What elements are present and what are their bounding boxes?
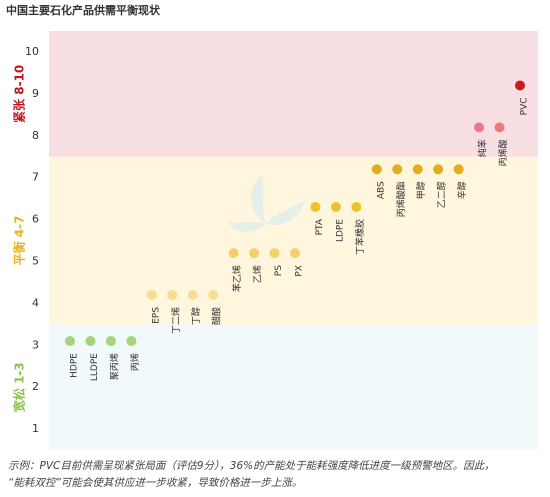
data-point — [187, 289, 198, 300]
y-tick-label: 9 — [32, 87, 39, 100]
y-axis: 1 2 3 4 5 6 7 8 9 10 — [25, 45, 39, 435]
data-point — [85, 336, 96, 347]
y-tick-label: 8 — [32, 129, 39, 142]
band-layer: 宽松 1-3 平衡 4-7 紧张 8-10 — [12, 31, 538, 450]
caption-line-1: 示例：PVC目前供需呈现紧张局面（评估9分），36%的产能处于能耗强度降低进度一… — [8, 460, 495, 472]
data-point — [474, 122, 485, 133]
point-label: HDPE — [70, 353, 80, 378]
data-point — [412, 164, 423, 175]
data-point — [515, 80, 525, 91]
data-point — [269, 248, 280, 259]
point-label: PTA — [315, 218, 325, 235]
point-labels-layer: HDPE LLDPE 聚丙烯 丙烯 EPS 丁二烯 丁醇 醋酸 苯乙烯 乙烯 PS PX PTA LDPE… — [70, 97, 530, 381]
y-tick-label: 6 — [32, 213, 39, 226]
data-point — [433, 164, 444, 175]
data-point — [494, 122, 505, 133]
watermark-logo — [228, 175, 305, 233]
data-point — [330, 201, 341, 212]
y-tick-label: 3 — [32, 338, 39, 351]
point-label: 苯乙烯 — [231, 265, 243, 292]
data-point — [105, 336, 116, 347]
band-1 — [49, 324, 538, 450]
data-point — [453, 164, 464, 175]
y-tick-label: 2 — [32, 380, 39, 393]
data-point — [65, 336, 75, 347]
point-label: LDPE — [335, 219, 345, 242]
band-3 — [49, 31, 538, 157]
y-tick-label: 4 — [32, 296, 39, 309]
point-label: 丙烯酸 — [497, 139, 509, 166]
point-label: 乙二醇 — [436, 181, 448, 208]
point-label: 纯苯 — [477, 139, 489, 157]
y-tick-label: 7 — [32, 171, 39, 184]
point-label: 丁醇 — [190, 307, 202, 325]
point-label: PS — [274, 265, 284, 276]
data-point — [208, 289, 219, 300]
point-label: PX — [295, 265, 305, 277]
point-label: EPS — [151, 307, 161, 324]
data-point — [371, 164, 382, 175]
data-point — [249, 248, 260, 259]
point-label: 乙烯 — [252, 265, 264, 283]
point-label: 醋酸 — [211, 307, 223, 325]
band-label-2: 平衡 4-7 — [12, 216, 27, 266]
point-label: 辛醇 — [456, 181, 468, 199]
band-2 — [49, 156, 538, 325]
point-label: 甲醇 — [415, 181, 427, 199]
data-point — [351, 201, 362, 212]
point-label: 丙烯酸酯 — [395, 181, 407, 217]
band-label-3: 紧张 8-10 — [12, 65, 27, 123]
caption-line-2: “能耗双控”可能会使其供应进一步收紧，导致价格进一步上涨。 — [8, 477, 303, 489]
y-tick-label: 5 — [32, 254, 39, 267]
points-layer — [65, 80, 525, 347]
point-label: ABS — [376, 181, 386, 199]
point-label: 聚丙烯 — [108, 353, 120, 380]
data-point — [167, 289, 178, 300]
point-label: 丙烯 — [129, 353, 141, 371]
band-label-1: 宽松 1-3 — [12, 362, 27, 413]
data-point — [310, 201, 321, 212]
data-point — [290, 248, 300, 259]
point-label: 丁二烯 — [170, 307, 182, 334]
data-point — [126, 336, 137, 347]
data-point — [392, 164, 403, 175]
y-tick-label: 10 — [25, 45, 39, 58]
point-label: PVC — [520, 97, 530, 115]
data-point — [228, 248, 239, 259]
supply-demand-chart: 宽松 1-3 平衡 4-7 紧张 8-10 1 2 3 4 5 6 7 8 9 10 HDPE LLDP… — [12, 31, 538, 450]
point-label: 丁苯橡胶 — [354, 219, 366, 255]
chart-title: 中国主要石化产品供需平衡现状 — [6, 4, 160, 17]
y-tick-label: 1 — [32, 422, 39, 435]
data-point — [146, 289, 157, 300]
point-label: LLDPE — [90, 353, 100, 381]
example-caption: 示例：PVC目前供需呈现紧张局面（评估9分），36%的产能处于能耗强度降低进度一… — [8, 458, 544, 492]
